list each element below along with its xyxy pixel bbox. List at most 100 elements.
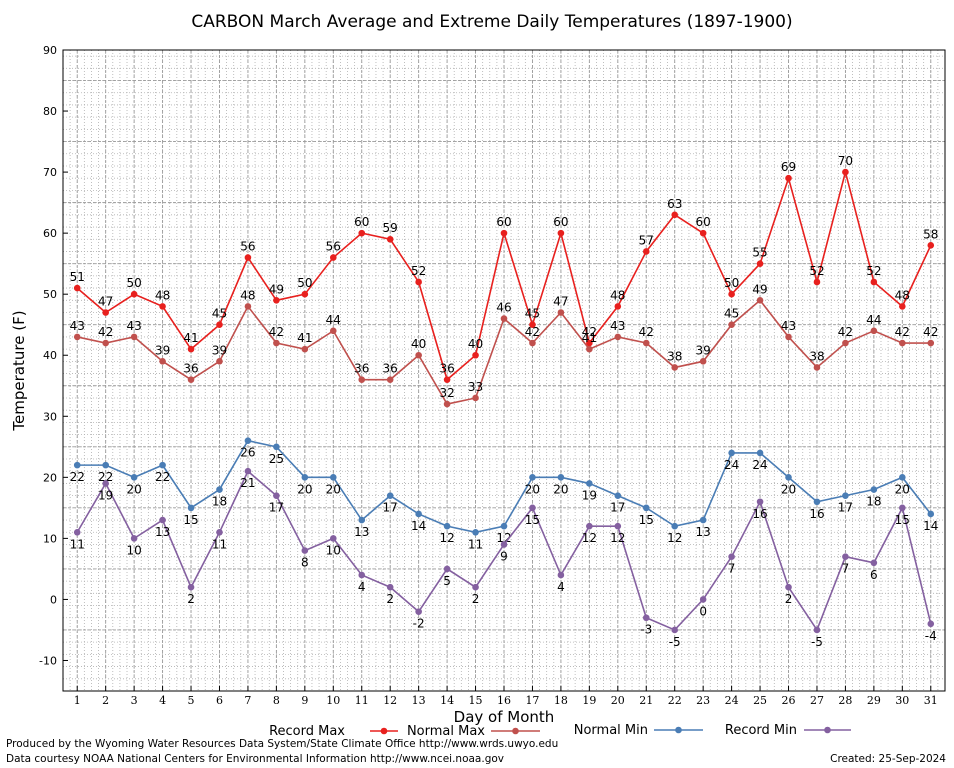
data-point: [273, 443, 280, 451]
data-point: [358, 516, 366, 524]
data-point: [813, 626, 821, 634]
legend-marker: [380, 727, 388, 735]
data-point: [216, 321, 223, 329]
y-tick-label: 90: [43, 44, 57, 57]
data-point: [244, 303, 252, 310]
data-label: 6: [870, 568, 878, 582]
x-axis-label: Day of Month: [454, 708, 555, 726]
data-point: [529, 474, 536, 481]
data-label: 48: [240, 288, 255, 302]
data-label: 12: [496, 531, 511, 545]
data-label: 36: [183, 362, 198, 376]
chart-title: CARBON March Average and Extreme Daily T…: [191, 12, 792, 32]
data-point: [927, 620, 935, 628]
data-label: 22: [155, 470, 170, 484]
data-label: 41: [183, 331, 198, 345]
data-point: [415, 351, 422, 359]
x-tick-label: 7: [244, 694, 251, 707]
data-point: [728, 321, 735, 329]
data-point: [813, 364, 821, 371]
x-tick-label: 11: [355, 694, 369, 707]
data-label: 2: [472, 592, 480, 606]
data-point: [699, 358, 707, 365]
data-point: [472, 351, 479, 359]
data-label: 10: [126, 543, 141, 557]
data-label: 17: [269, 501, 284, 515]
data-point: [443, 400, 451, 408]
data-point: [273, 339, 280, 347]
footer-courtesy: Data courtesy NOAA National Centers for …: [6, 753, 505, 765]
data-point: [216, 358, 223, 365]
data-label: 20: [297, 482, 312, 496]
y-axis-ticks: -10 0 10 20 30 40 50 60 70 80 90: [39, 44, 68, 667]
legend-label: Record Max: [269, 724, 345, 739]
data-label: 25: [269, 452, 284, 466]
y-axis-label: Temperature (F): [10, 310, 28, 431]
data-label: -4: [925, 629, 937, 643]
data-point: [728, 449, 735, 457]
data-label: 12: [610, 531, 625, 545]
data-label: 4: [358, 580, 366, 594]
data-point: [472, 394, 479, 402]
x-tick-label: 5: [188, 694, 195, 707]
data-point: [386, 583, 394, 591]
data-label: 52: [809, 264, 824, 278]
data-point: [557, 474, 565, 481]
y-tick-label: 40: [43, 349, 57, 362]
data-label: 12: [582, 531, 597, 545]
data-point: [130, 290, 138, 298]
x-tick-label: 24: [725, 694, 739, 707]
data-label: 46: [496, 301, 511, 315]
x-tick-label: 13: [412, 694, 426, 707]
legend-label: Record Min: [725, 723, 797, 738]
data-label: 52: [866, 264, 881, 278]
x-tick-label: 14: [440, 694, 454, 707]
data-point: [842, 168, 849, 176]
x-tick-label: 1: [74, 694, 81, 707]
data-label: 14: [411, 519, 426, 533]
data-point: [586, 345, 593, 353]
y-tick-label: 20: [43, 471, 57, 484]
data-label: 20: [525, 482, 540, 496]
data-label: 33: [468, 380, 483, 394]
data-point: [159, 461, 166, 469]
data-label: 15: [525, 513, 540, 527]
data-label: 2: [187, 592, 195, 606]
data-label: 57: [639, 233, 654, 247]
x-tick-label: 21: [639, 694, 653, 707]
data-point: [699, 229, 707, 237]
data-label: 47: [553, 295, 568, 309]
data-point: [500, 522, 508, 530]
x-tick-label: 16: [497, 694, 511, 707]
data-label: 41: [297, 331, 312, 345]
data-point: [529, 504, 536, 512]
data-label: 21: [240, 476, 255, 490]
data-point: [899, 339, 906, 347]
data-point: [443, 565, 451, 573]
data-label: 18: [866, 495, 881, 509]
y-tick-label: 50: [43, 288, 57, 301]
data-point: [529, 339, 536, 347]
data-label: 38: [809, 349, 824, 363]
data-label: 43: [610, 319, 625, 333]
data-point: [728, 553, 735, 560]
data-label: 36: [354, 362, 369, 376]
data-label: 17: [610, 501, 625, 515]
data-label: 42: [525, 325, 540, 339]
data-point: [329, 254, 337, 261]
data-label: 8: [301, 556, 309, 570]
data-label: 48: [610, 288, 625, 302]
data-label: 42: [923, 325, 938, 339]
legend-marker: [675, 726, 682, 734]
data-label: 55: [752, 246, 767, 260]
data-label: 7: [728, 562, 736, 576]
data-label: 44: [326, 313, 341, 327]
data-label: 13: [354, 525, 369, 539]
x-tick-label: 3: [131, 694, 138, 707]
data-point: [899, 303, 906, 310]
data-point: [756, 260, 764, 267]
data-point: [443, 522, 451, 530]
data-point: [899, 504, 906, 512]
data-label: 20: [895, 482, 910, 496]
